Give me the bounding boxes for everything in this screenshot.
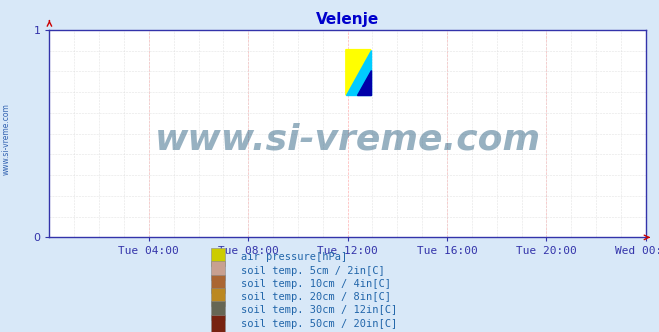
Text: www.si-vreme.com: www.si-vreme.com (155, 123, 540, 157)
Title: Velenje: Velenje (316, 12, 379, 27)
Text: soil temp. 30cm / 12in[C]: soil temp. 30cm / 12in[C] (241, 305, 397, 315)
Text: soil temp. 5cm / 2in[C]: soil temp. 5cm / 2in[C] (241, 266, 385, 276)
Polygon shape (346, 49, 371, 95)
Polygon shape (357, 70, 371, 95)
Text: air pressure[hPa]: air pressure[hPa] (241, 252, 347, 262)
Text: www.si-vreme.com: www.si-vreme.com (2, 104, 11, 175)
Text: soil temp. 50cm / 20in[C]: soil temp. 50cm / 20in[C] (241, 319, 397, 329)
Text: soil temp. 10cm / 4in[C]: soil temp. 10cm / 4in[C] (241, 279, 391, 289)
Polygon shape (346, 49, 371, 95)
Text: soil temp. 20cm / 8in[C]: soil temp. 20cm / 8in[C] (241, 292, 391, 302)
